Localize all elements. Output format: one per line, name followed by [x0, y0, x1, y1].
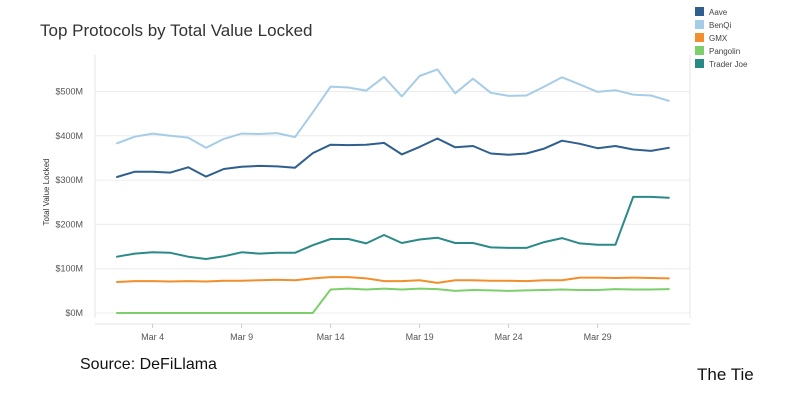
chart-grid	[94, 55, 691, 325]
legend-label-trader-joe: Trader Joe	[709, 60, 748, 69]
series-line-gmx	[116, 276, 670, 284]
legend-swatch-aave	[695, 7, 704, 16]
legend-swatch-pangolin	[695, 46, 704, 55]
y-tick-label: $200M	[55, 219, 83, 229]
legend-label-benqi: BenQi	[709, 21, 731, 30]
legend-label-aave: Aave	[709, 8, 728, 17]
y-tick-label: $100M	[55, 264, 83, 274]
series-line-trader-joe	[116, 195, 670, 260]
x-tick-label: Mar 29	[584, 332, 612, 342]
legend-swatch-gmx	[695, 33, 704, 42]
y-tick-label: $300M	[55, 175, 83, 185]
x-tick-label: Mar 14	[317, 332, 345, 342]
brand-logo: The Tie	[697, 365, 754, 384]
y-axis-ticks: $0M $100M $200M $300M $400M $500M	[55, 87, 83, 319]
legend-swatch-trader-joe	[695, 59, 704, 68]
y-tick-label: $400M	[55, 131, 83, 141]
chart-legend: Aave BenQi GMX Pangolin Trader Joe	[695, 7, 748, 69]
legend-label-pangolin: Pangolin	[709, 47, 740, 56]
y-tick-label: $0M	[65, 308, 83, 318]
x-axis-ticks: Mar 4 Mar 9 Mar 14 Mar 19 Mar 24 Mar 29	[141, 324, 612, 342]
y-tick-label: $500M	[55, 87, 83, 97]
series-line-pangolin	[116, 287, 670, 314]
series-line-aave	[116, 137, 670, 178]
legend-label-gmx: GMX	[709, 34, 728, 43]
x-tick-label: Mar 4	[141, 332, 164, 342]
chart-series	[116, 68, 670, 314]
legend-swatch-benqi	[695, 20, 704, 29]
y-axis-title: Total Value Locked	[42, 158, 51, 225]
series-line-benqi	[116, 68, 670, 149]
x-tick-label: Mar 9	[230, 332, 253, 342]
source-caption: Source: DeFiLlama	[80, 356, 217, 373]
x-tick-label: Mar 24	[495, 332, 523, 342]
chart-title: Top Protocols by Total Value Locked	[40, 21, 313, 40]
x-tick-label: Mar 19	[406, 332, 434, 342]
